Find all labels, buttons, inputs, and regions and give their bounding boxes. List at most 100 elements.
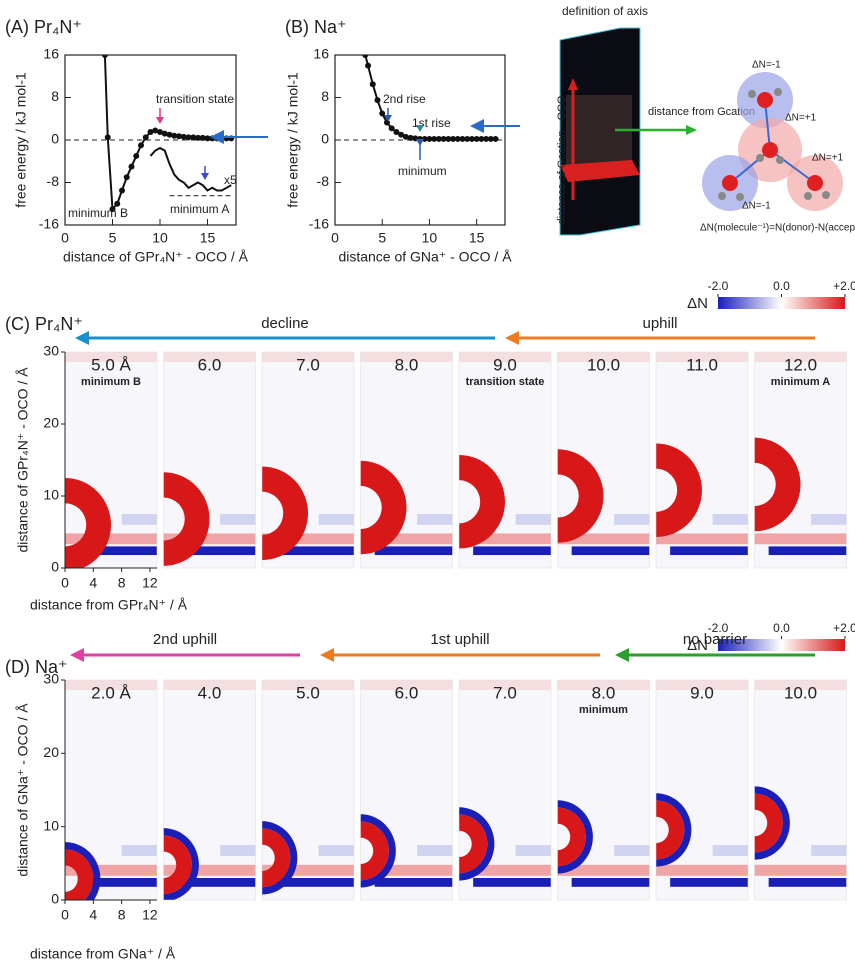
heatmap-background [163,352,256,568]
colorbar-tick-label: +2.0 [833,279,855,293]
x-tick-label: 5 [378,230,386,246]
panel-label: 10.0 [784,683,817,702]
heatmap-background [65,352,157,568]
heatmap-panel [557,680,650,900]
depletion-shell [262,821,298,895]
data-point [166,131,173,138]
plot-frame [334,54,506,226]
x-tick-label: 12 [142,907,158,923]
arrow-head [201,173,209,180]
panel-note: minimum [579,704,628,716]
data-line [103,55,232,212]
colorbar-tick-label: 0.0 [773,621,790,635]
x-tick-label: 0 [331,230,339,246]
blue-band [670,878,748,887]
heatmap-panel [65,352,157,568]
colorbar-tick-label: -2.0 [708,279,729,293]
panel-frame [655,351,749,569]
x-tick-label: 15 [200,230,216,246]
data-point [450,135,457,142]
panel-label: 2.0 Å [91,683,131,702]
diagram-horizontal-label: distance from Gcation [648,106,755,118]
hydrogen [822,191,830,199]
data-point [492,135,499,142]
y-tick-label: 20 [43,415,59,431]
mid-band [515,514,551,525]
top-band [262,352,354,362]
hydrogens [718,88,830,201]
panel-label: 9.0 [690,683,714,702]
data-point [185,134,192,141]
arrow-head [70,648,84,662]
x-tick-label: 4 [89,575,97,591]
panel-frame [261,679,355,901]
top-band [163,352,256,362]
panel-frame [557,351,650,569]
blue-band [374,878,453,887]
data-point [161,130,168,137]
top-band [65,352,157,362]
top-band [557,352,650,362]
solvation-shell [360,460,407,555]
electrode-slab [560,160,640,182]
solvation-shell [557,449,604,543]
solvation-shell [65,478,111,568]
y-tick-label: -16 [39,216,59,232]
annotation: transition state [156,92,234,106]
x-tick-label: 0 [61,575,69,591]
top-band [65,680,157,690]
red-band [754,533,847,545]
y-tick-label: -16 [309,216,329,232]
data-point [101,55,108,58]
red-band [65,533,157,545]
blue-band [473,546,551,556]
data-point [421,135,428,142]
arrow-head [320,648,334,662]
panel-frame [163,351,256,569]
annotation: x5 [224,173,237,187]
hydrogen [736,193,744,201]
y-tick-label: 8 [51,88,59,104]
annotation: minimum [398,164,447,178]
solvation-shell [65,849,94,900]
blue-band [276,546,354,556]
heatmap-panel [360,680,453,900]
y-axis-label: free energy / kJ mol-1 [285,72,301,208]
data-point [109,206,116,213]
arrow-head [568,78,578,90]
top-band [656,680,748,690]
blue-band [79,878,157,887]
data-point [468,135,475,142]
panel-label: 5.0 Å [91,355,131,374]
phase-label: 1st uphill [430,631,489,648]
panel-note: minimum B [81,376,141,388]
solvation-shell [754,437,801,532]
data-point [138,142,144,149]
solvation-shell [262,828,291,888]
x-axis-label: distance of GNa⁺ - OCO / Å [338,249,512,265]
data-point [407,134,414,141]
data-point [487,135,494,142]
red-band [656,533,748,545]
blue-band [79,546,157,556]
data-point [362,55,369,58]
colorbar [718,297,845,309]
panel-label: 6.0 [198,355,222,374]
panel-label: 4.0 [198,683,222,702]
data-point [147,129,154,136]
heatmap-panel [656,352,748,568]
mid-band [712,514,748,525]
colorbar-tick-label: -2.0 [708,621,729,635]
data-point [123,174,130,181]
top-band [656,352,748,362]
x-tick-label: 15 [469,230,485,246]
solvation-shell [262,466,308,561]
data-point [204,135,211,142]
heatmap-panel [163,352,256,568]
data-point [454,135,461,142]
y-axis-label: distance of GPr₄N⁺ - OCO / Å [15,367,31,553]
data-point [431,135,438,142]
panel-label: 8.0 [395,355,419,374]
panel-title: (C) Pr₄N⁺ [5,314,83,334]
